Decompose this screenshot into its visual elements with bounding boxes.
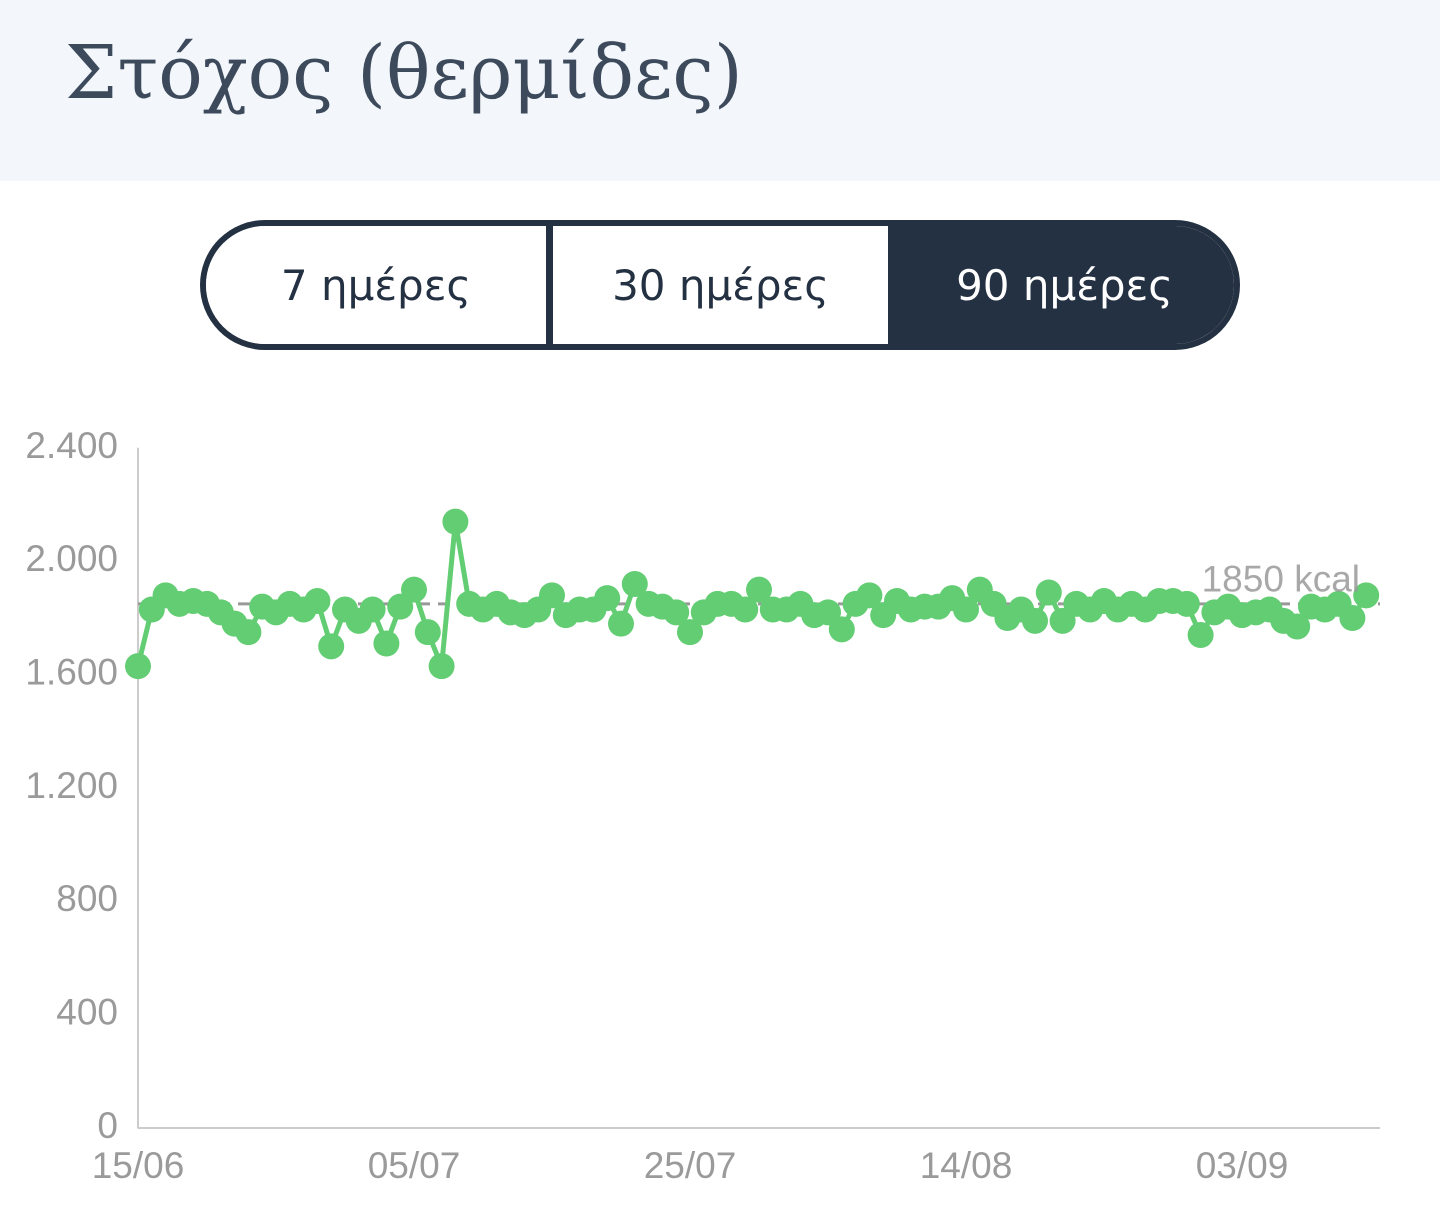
x-tick-label: 14/08 [920,1145,1013,1186]
x-tick-label: 05/07 [368,1145,461,1186]
data-point [663,599,690,626]
x-tick-label: 15/06 [92,1145,185,1186]
data-point [953,596,979,623]
data-point [746,576,772,603]
y-tick-label: 1.600 [25,651,118,692]
data-point [373,630,400,657]
data-point [428,653,455,680]
reference-label: 1850 kcal [1202,559,1360,600]
tab[interactable]: 30 ημέρες [546,226,888,344]
y-tick-label: 400 [56,991,118,1032]
data-point [621,571,648,597]
y-tick-label: 0 [97,1105,118,1146]
data-point [1187,622,1214,648]
data-point [594,585,621,612]
data-point [318,633,345,660]
x-tick-label: 03/09 [1196,1145,1289,1186]
tab[interactable]: 90 ημέρες [888,226,1234,344]
data-point [732,596,759,623]
tab[interactable]: 7 ημέρες [206,226,546,344]
data-point [414,619,441,646]
data-point [1339,605,1366,631]
page-title: Στόχος (θερμίδες) [65,30,743,116]
y-tick-label: 800 [56,878,118,919]
header: Στόχος (θερμίδες) [0,0,1440,181]
y-tick-label: 2.400 [25,425,118,466]
data-point [1353,582,1380,609]
data-point [856,582,883,609]
y-tick-label: 1.200 [25,765,118,806]
data-point [608,610,634,637]
data-point [1022,607,1048,634]
data-point [1173,590,1200,617]
data-point [235,619,262,646]
x-tick-label: 25/07 [644,1145,737,1186]
data-point [1284,613,1311,640]
data-point [539,582,565,609]
range-tabs: 7 ημέρες 30 ημέρες 90 ημέρες [200,220,1240,350]
data-point [304,588,331,614]
data-point [442,508,469,535]
data-point [828,616,855,643]
data-point [1035,579,1062,606]
y-tick-label: 2.000 [25,538,118,579]
data-point [677,619,703,646]
data-point [125,653,151,680]
data-point [359,596,386,623]
data-point [401,576,427,603]
